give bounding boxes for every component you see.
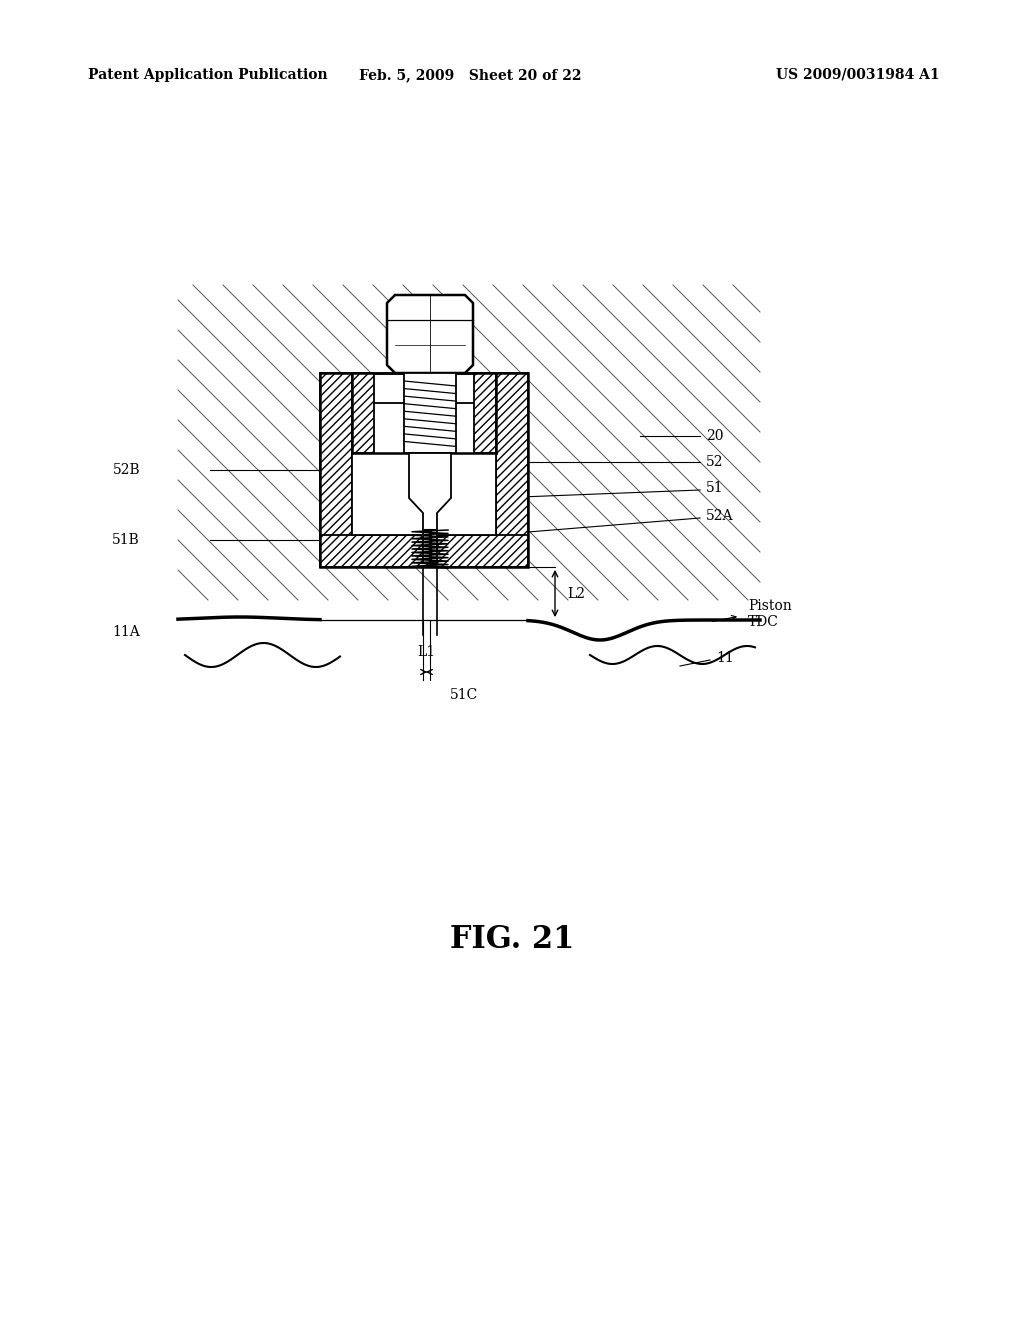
Bar — [496, 374, 528, 568]
Bar — [178, 285, 760, 601]
Text: Piston
TDC: Piston TDC — [748, 599, 792, 630]
Bar — [319, 374, 528, 568]
Text: 52: 52 — [706, 455, 724, 469]
Text: L2: L2 — [567, 586, 585, 601]
Bar — [319, 374, 352, 568]
Bar — [474, 374, 496, 453]
Text: US 2009/0031984 A1: US 2009/0031984 A1 — [776, 69, 940, 82]
Text: FIG. 21: FIG. 21 — [450, 924, 574, 956]
Text: 52B: 52B — [113, 463, 140, 477]
Polygon shape — [409, 453, 451, 564]
Text: 20: 20 — [706, 429, 724, 444]
Bar — [352, 374, 374, 453]
Text: 52A: 52A — [706, 510, 733, 523]
Bar — [319, 535, 528, 568]
Bar — [319, 374, 528, 568]
Bar — [496, 374, 528, 568]
Text: 51C: 51C — [450, 688, 478, 702]
Bar — [352, 403, 496, 535]
Text: Patent Application Publication: Patent Application Publication — [88, 69, 328, 82]
Text: L1: L1 — [418, 645, 435, 659]
Bar — [319, 535, 528, 568]
Text: 11A: 11A — [113, 624, 140, 639]
Bar — [319, 374, 352, 568]
Text: 51: 51 — [706, 480, 724, 495]
Text: 51B: 51B — [113, 533, 140, 546]
Bar — [404, 374, 456, 453]
Polygon shape — [387, 294, 473, 374]
Text: 11: 11 — [716, 651, 734, 665]
Text: Feb. 5, 2009   Sheet 20 of 22: Feb. 5, 2009 Sheet 20 of 22 — [358, 69, 582, 82]
